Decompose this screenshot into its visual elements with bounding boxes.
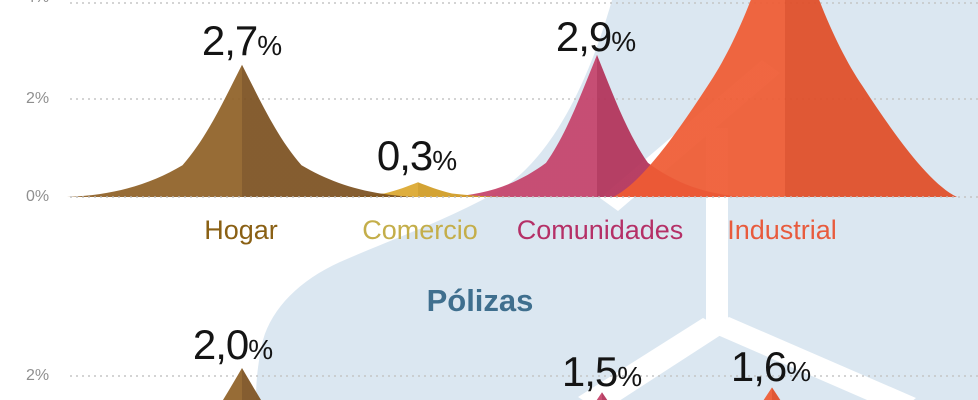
category-label-industrial: Industrial — [727, 215, 837, 245]
y-tick-2pct-bottom-chart: 2% — [26, 367, 50, 384]
value-label-comercio-top: 0,3% — [376, 132, 458, 179]
peaks-layer — [67, 0, 978, 400]
white-band-down-left — [578, 318, 727, 400]
peak-industrial — [613, 0, 957, 197]
background-layer — [256, 0, 978, 400]
peak-comunidades — [447, 54, 747, 198]
peak-hogar — [222, 368, 262, 400]
peak-comunidades — [596, 392, 608, 400]
value-label-hogar-top: 2,7% — [201, 17, 283, 64]
y-tick-2pct-top-chart: 2% — [26, 90, 50, 107]
category-label-hogar: Hogar — [204, 215, 278, 245]
bottom-chart-title: Pólizas — [426, 283, 534, 318]
white-band-down-right — [706, 317, 916, 400]
peak-industrial — [763, 387, 781, 400]
value-label-hogar-bottom: 2,0% — [192, 321, 274, 368]
value-label-comunidades-top: 2,9% — [555, 13, 637, 60]
peak-hogar — [67, 64, 417, 197]
peak-comercio — [318, 182, 518, 197]
y-tick-0pct-top-chart: 0% — [26, 188, 50, 205]
category-label-comercio: Comercio — [362, 215, 478, 245]
category-label-comunidades: Comunidades — [516, 215, 684, 245]
y-tick-4pct-top-chart: 4% — [26, 0, 49, 7]
value-label-industrial-bottom: 1,6% — [730, 343, 812, 390]
value-label-comunidades-bottom: 1,5% — [561, 348, 643, 395]
